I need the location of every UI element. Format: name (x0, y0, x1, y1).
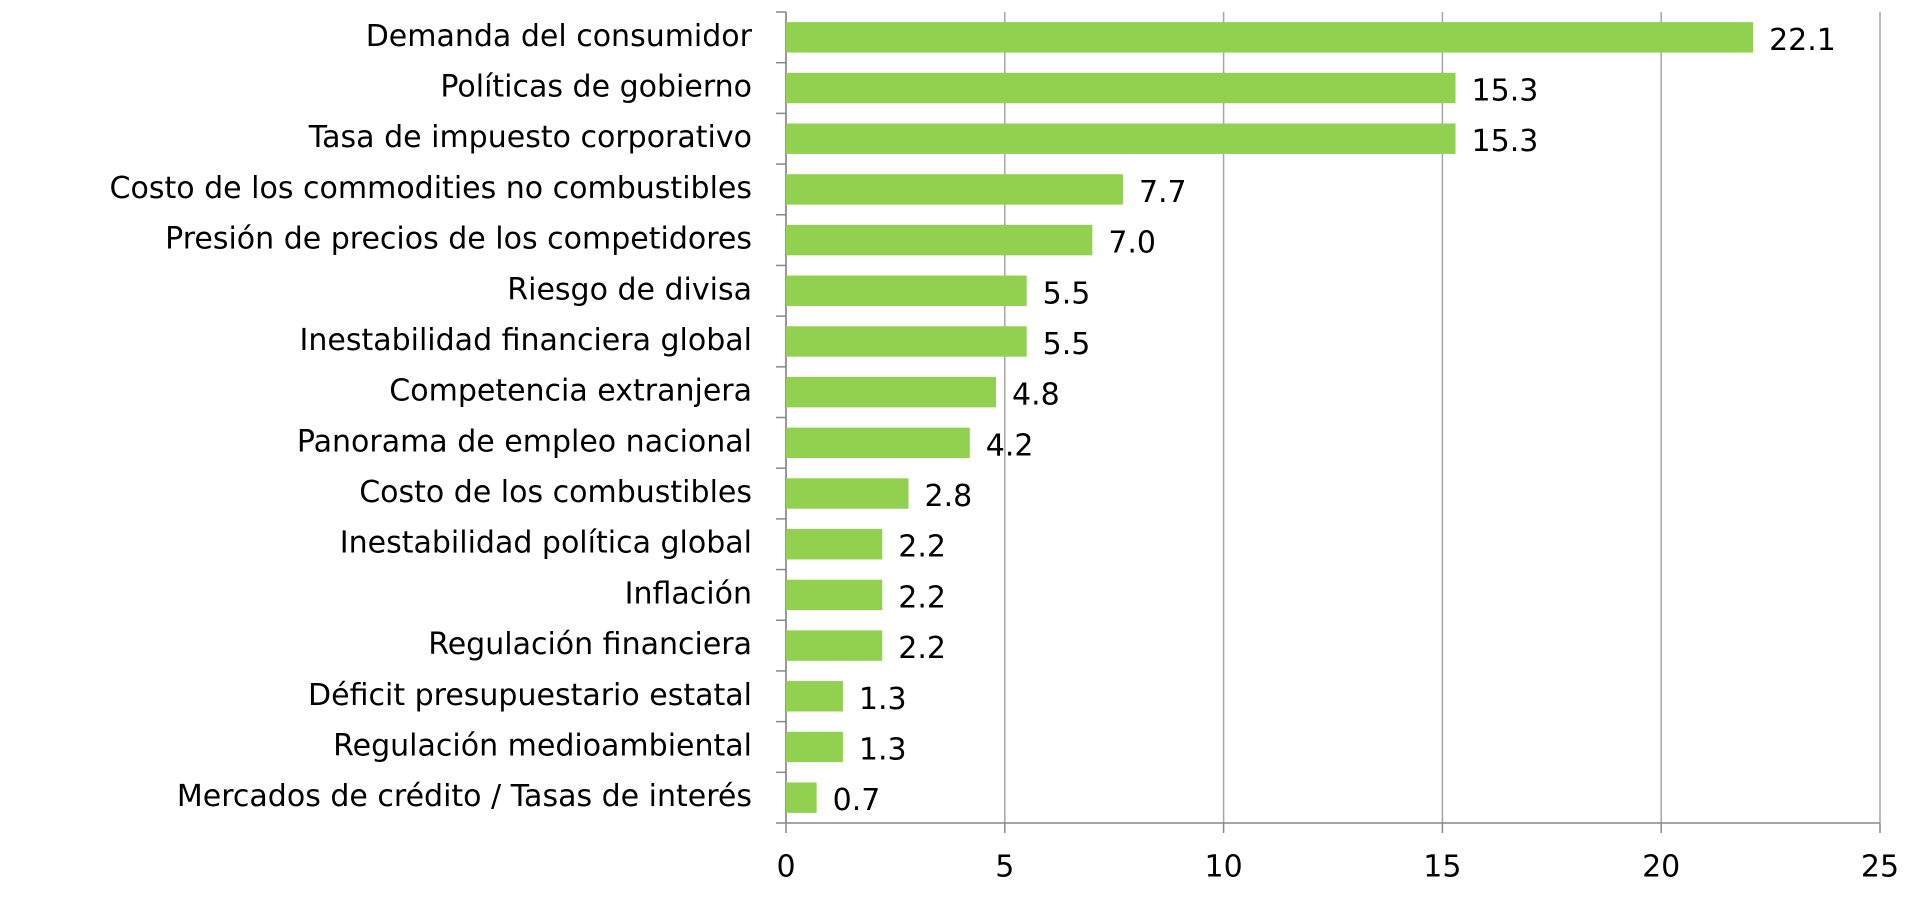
data-label: 1.3 (859, 682, 907, 717)
data-label: 15.3 (1472, 124, 1539, 159)
bar (786, 376, 997, 408)
bar (786, 22, 1754, 53)
y-tick-label: Costo de los commodities no combustibles (110, 171, 752, 206)
data-label: 0.7 (833, 783, 881, 818)
data-label: 2.2 (898, 580, 946, 615)
bar (786, 782, 817, 813)
x-tick-label: 20 (1642, 850, 1680, 885)
y-tick-label: Competencia extranjera (389, 374, 752, 409)
data-label: 7.0 (1108, 226, 1156, 261)
x-tick-label: 15 (1423, 850, 1461, 885)
x-tick-label: 5 (995, 850, 1014, 885)
data-label: 2.8 (925, 479, 973, 514)
y-tick-label: Regulación medioambiental (333, 728, 752, 763)
data-label: 22.1 (1769, 23, 1836, 58)
bar (786, 478, 909, 509)
x-tick-label: 0 (776, 850, 795, 885)
data-label: 4.2 (986, 428, 1034, 463)
data-label: 5.5 (1043, 327, 1091, 362)
bar (786, 529, 883, 560)
x-tick-label: 10 (1205, 850, 1243, 885)
bar (786, 275, 1027, 306)
y-tick-label: Inestabilidad política global (340, 526, 752, 561)
y-tick-label: Riesgo de divisa (507, 272, 752, 307)
y-tick-label: Mercados de crédito / Tasas de interés (177, 779, 752, 814)
x-tick-label: 25 (1861, 850, 1899, 885)
data-label: 4.8 (1012, 378, 1060, 413)
y-tick-label: Inestabilidad financiera global (300, 323, 753, 358)
y-tick-label: Panorama de empleo nacional (297, 424, 752, 459)
bar (786, 224, 1093, 256)
data-label: 2.2 (898, 530, 946, 565)
bar (786, 427, 970, 459)
bar (786, 72, 1456, 104)
data-label: 2.2 (898, 631, 946, 666)
y-tick-label: Demanda del consumidor (366, 19, 753, 54)
y-tick-label: Presión de precios de los competidores (165, 222, 752, 257)
bar (786, 326, 1027, 357)
bar (786, 630, 883, 661)
bar (786, 174, 1123, 205)
bar (786, 681, 843, 712)
data-label: 1.3 (859, 732, 907, 767)
bar (786, 123, 1456, 154)
y-tick-label: Políticas de gobierno (440, 70, 752, 105)
y-tick-label: Regulación financiera (428, 627, 752, 662)
data-label: 5.5 (1043, 276, 1091, 311)
y-tick-label: Inflación (625, 576, 752, 611)
data-label: 7.7 (1139, 175, 1187, 210)
bar (786, 731, 843, 763)
y-tick-label: Déficit presupuestario estatal (308, 678, 752, 713)
y-tick-label: Costo de los combustibles (359, 475, 752, 510)
data-label: 15.3 (1472, 74, 1539, 109)
bar (786, 579, 883, 611)
y-tick-label: Tasa de impuesto corporativo (308, 120, 752, 155)
